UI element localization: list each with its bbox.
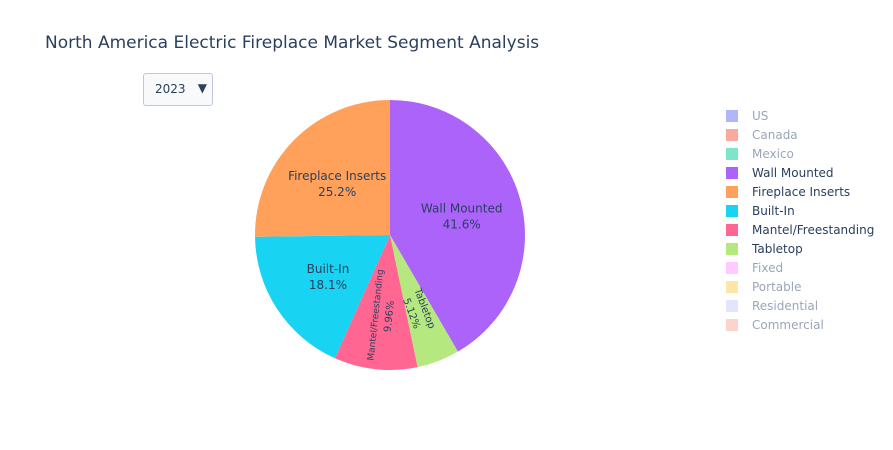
legend-item-us[interactable]: US xyxy=(726,106,874,125)
slice-label-built-in: Built-In xyxy=(307,262,350,276)
legend-item-wall-mounted[interactable]: Wall Mounted xyxy=(726,163,874,182)
legend-swatch xyxy=(726,242,738,255)
legend-item-built-in[interactable]: Built-In xyxy=(726,201,874,220)
legend: US Canada Mexico Wall Mounted Fireplace Inse… xyxy=(726,106,874,334)
legend-swatch xyxy=(726,147,738,160)
legend-item-mantel-freestanding[interactable]: Mantel/Freestanding xyxy=(726,220,874,239)
legend-swatch xyxy=(726,204,738,217)
dropdown-arrow-icon: ▼ xyxy=(197,81,207,95)
legend-swatch xyxy=(726,166,738,179)
legend-label: Mexico xyxy=(752,146,794,161)
legend-swatch xyxy=(726,128,738,141)
legend-item-commercial[interactable]: Commercial xyxy=(726,315,874,334)
legend-swatch xyxy=(726,109,738,122)
legend-swatch xyxy=(726,261,738,274)
legend-item-fixed[interactable]: Fixed xyxy=(726,258,874,277)
legend-label: Fireplace Inserts xyxy=(752,184,851,199)
legend-label: US xyxy=(752,108,769,123)
legend-label: Fixed xyxy=(752,260,784,275)
pie-slice-built-in[interactable] xyxy=(255,235,390,359)
legend-item-tabletop[interactable]: Tabletop xyxy=(726,239,874,258)
legend-label: Portable xyxy=(752,279,802,294)
legend-swatch xyxy=(726,223,738,236)
legend-label: Canada xyxy=(752,127,798,142)
legend-label: Built-In xyxy=(752,203,795,218)
legend-swatch xyxy=(726,318,738,331)
slice-label-fireplace-inserts: Fireplace Inserts xyxy=(288,169,386,183)
legend-label: Wall Mounted xyxy=(752,165,834,180)
slice-percent-wall-mounted: 41.6% xyxy=(443,218,481,232)
legend-item-residential[interactable]: Residential xyxy=(726,296,874,315)
legend-swatch xyxy=(726,280,738,293)
legend-item-canada[interactable]: Canada xyxy=(726,125,874,144)
legend-item-fireplace-inserts[interactable]: Fireplace Inserts xyxy=(726,182,874,201)
year-dropdown[interactable]: 2023 ▼ xyxy=(143,73,213,106)
legend-label: Mantel/Freestanding xyxy=(752,222,875,237)
slice-percent-mantel-freestanding: 9.96% xyxy=(383,300,397,333)
legend-item-mexico[interactable]: Mexico xyxy=(726,144,874,163)
legend-swatch xyxy=(726,299,738,312)
chart-title: North America Electric Fireplace Market … xyxy=(45,33,540,53)
legend-label: Commercial xyxy=(752,317,824,332)
legend-label: Tabletop xyxy=(752,241,803,256)
pie-slice-mantel-freestanding[interactable] xyxy=(334,235,418,370)
year-dropdown-value: 2023 xyxy=(155,82,186,96)
slice-percent-fireplace-inserts: 25.2% xyxy=(318,185,356,199)
pie-slice-fireplace-inserts[interactable] xyxy=(254,100,390,237)
pie-slice-tabletop[interactable] xyxy=(390,235,458,368)
pie-slice-wall-mounted[interactable] xyxy=(390,100,525,352)
slice-label-wall-mounted: Wall Mounted xyxy=(421,202,503,216)
slice-percent-built-in: 18.1% xyxy=(309,278,347,292)
legend-item-portable[interactable]: Portable xyxy=(726,277,874,296)
legend-swatch xyxy=(726,185,738,198)
legend-label: Residential xyxy=(752,298,819,313)
